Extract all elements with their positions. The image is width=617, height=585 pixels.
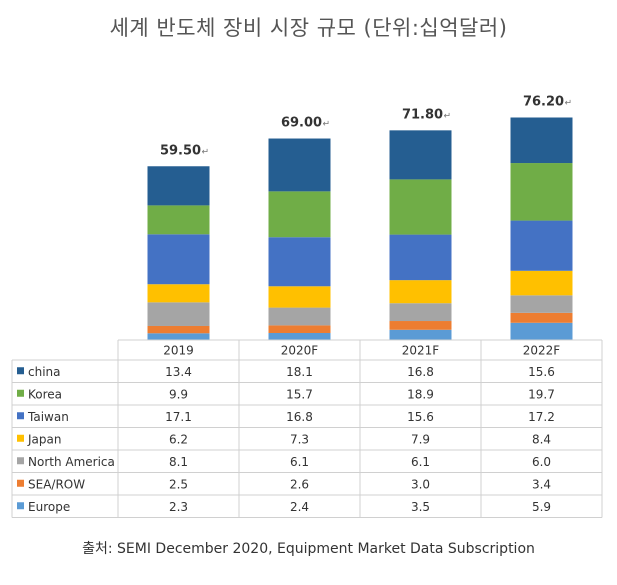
legend-label-europe: Europe xyxy=(28,500,70,514)
bar-japan-2019 xyxy=(147,284,210,303)
bar-europe-2021f xyxy=(389,329,452,340)
legend-swatch-north-america xyxy=(17,457,24,465)
bar-taiwan-2022f xyxy=(510,220,573,271)
bar-sea-row-2019 xyxy=(147,325,210,334)
bar-sea-row-2020f xyxy=(268,325,331,333)
bar-europe-2020f xyxy=(268,332,331,340)
data-label-sea-row-2022f: 3.4 xyxy=(532,477,551,491)
data-label-europe-2022f: 5.9 xyxy=(532,500,551,514)
total-label-2021f: 71.80 xyxy=(402,107,443,122)
bar-china-2021f xyxy=(389,130,452,180)
bar-europe-2019 xyxy=(147,333,210,340)
data-label-japan-2019: 6.2 xyxy=(169,432,188,446)
bar-taiwan-2020f xyxy=(268,237,331,287)
legend-label-north-america: North America xyxy=(28,455,115,469)
data-label-north-america-2019: 8.1 xyxy=(169,455,188,469)
data-label-sea-row-2020f: 2.6 xyxy=(290,477,309,491)
category-label-2019: 2019 xyxy=(163,344,194,358)
bar-north-america-2021f xyxy=(389,303,452,322)
bar-china-2019 xyxy=(147,166,210,206)
data-label-korea-2021f: 18.9 xyxy=(407,387,434,401)
legend-label-taiwan: Taiwan xyxy=(27,410,69,424)
legend-label-korea: Korea xyxy=(28,387,62,401)
bar-north-america-2019 xyxy=(147,302,210,326)
bar-japan-2021f xyxy=(389,280,452,304)
total-label-2019: 59.50 xyxy=(160,143,201,158)
legend-swatch-china xyxy=(17,367,24,375)
bar-japan-2020f xyxy=(268,286,331,308)
data-label-europe-2020f: 2.4 xyxy=(290,500,309,514)
bar-north-america-2022f xyxy=(510,295,573,313)
category-label-2020f: 2020F xyxy=(281,344,319,358)
data-label-korea-2022f: 19.7 xyxy=(528,387,555,401)
bar-taiwan-2021f xyxy=(389,234,452,281)
total-label-2020f: 69.00 xyxy=(281,116,322,131)
bar-korea-2019 xyxy=(147,205,210,235)
data-label-china-2019: 13.4 xyxy=(165,365,192,379)
data-label-north-america-2020f: 6.1 xyxy=(290,455,309,469)
return-mark-icon: ↵ xyxy=(202,147,210,157)
legend-label-china: china xyxy=(28,365,61,379)
bar-china-2022f xyxy=(510,117,573,164)
data-label-taiwan-2022f: 17.2 xyxy=(528,410,555,424)
category-label-2021f: 2021F xyxy=(402,344,440,358)
data-label-japan-2020f: 7.3 xyxy=(290,432,309,446)
legend-swatch-korea xyxy=(17,389,24,397)
data-label-north-america-2021f: 6.1 xyxy=(411,455,430,469)
bar-japan-2022f xyxy=(510,270,573,296)
bar-korea-2020f xyxy=(268,191,331,238)
data-label-japan-2021f: 7.9 xyxy=(411,432,430,446)
bar-north-america-2020f xyxy=(268,307,331,326)
return-mark-icon: ↵ xyxy=(323,120,331,130)
bar-sea-row-2022f xyxy=(510,312,573,323)
legend-swatch-taiwan xyxy=(17,412,24,420)
bar-europe-2022f xyxy=(510,322,573,340)
data-label-europe-2021f: 3.5 xyxy=(411,500,430,514)
data-label-japan-2022f: 8.4 xyxy=(532,432,551,446)
data-label-sea-row-2021f: 3.0 xyxy=(411,477,430,491)
data-label-taiwan-2021f: 15.6 xyxy=(407,410,434,424)
data-label-taiwan-2020f: 16.8 xyxy=(286,410,313,424)
category-label-2022f: 2022F xyxy=(523,344,561,358)
data-label-china-2020f: 18.1 xyxy=(286,365,313,379)
bar-sea-row-2021f xyxy=(389,321,452,330)
return-mark-icon: ↵ xyxy=(444,111,452,121)
data-label-taiwan-2019: 17.1 xyxy=(165,410,192,424)
legend-label-japan: Japan xyxy=(27,432,61,446)
total-label-2022f: 76.20 xyxy=(523,94,564,109)
data-label-china-2022f: 15.6 xyxy=(528,365,555,379)
data-label-europe-2019: 2.3 xyxy=(169,500,188,514)
chart-title: 세계 반도체 장비 시장 규모 (단위:십억달러) xyxy=(109,16,508,40)
source-note: 출처: SEMI December 2020, Equipment Market… xyxy=(82,541,535,557)
data-label-korea-2020f: 15.7 xyxy=(286,387,313,401)
bar-taiwan-2019 xyxy=(147,234,210,285)
bar-korea-2022f xyxy=(510,163,573,221)
bar-korea-2021f xyxy=(389,179,452,235)
legend-swatch-japan xyxy=(17,434,24,442)
data-label-north-america-2022f: 6.0 xyxy=(532,455,551,469)
return-mark-icon: ↵ xyxy=(565,98,573,108)
legend-swatch-europe xyxy=(17,502,24,510)
data-label-korea-2019: 9.9 xyxy=(169,387,188,401)
legend-label-sea-row: SEA/ROW xyxy=(28,477,85,491)
legend-swatch-sea-row xyxy=(17,479,24,487)
data-label-sea-row-2019: 2.5 xyxy=(169,477,188,491)
bar-china-2020f xyxy=(268,138,331,192)
data-label-china-2021f: 16.8 xyxy=(407,365,434,379)
